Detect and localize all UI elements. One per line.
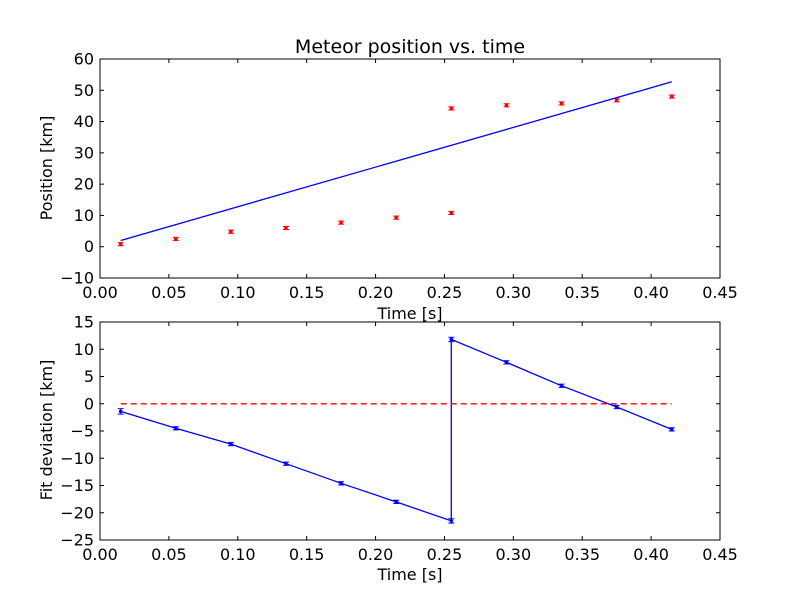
- data-point: [229, 442, 233, 446]
- y-tick-label: −25: [60, 531, 94, 550]
- axes-frame: [99, 58, 721, 279]
- data-point: [504, 103, 509, 108]
- data-point: [394, 500, 399, 504]
- data-point: [614, 98, 619, 103]
- series-points-with-errorbars: [117, 94, 675, 247]
- data-point: [394, 215, 399, 220]
- y-axis-label: Fit deviation [km]: [37, 360, 56, 501]
- series-line-with-errorbars: [117, 336, 675, 524]
- y-tick-label: 15: [74, 313, 94, 332]
- data-point: [449, 211, 454, 215]
- x-tick-label: 0.40: [633, 545, 669, 564]
- data-point: [284, 461, 288, 466]
- x-tick-label: 0.30: [496, 283, 532, 302]
- x-tick-label: 0.35: [564, 283, 600, 302]
- deviation-line: [120, 338, 673, 522]
- data-point: [669, 427, 674, 432]
- y-tick-label: 20: [74, 175, 94, 194]
- fit-line: [120, 81, 672, 242]
- x-tick-label: 0.45: [702, 283, 738, 302]
- data-point: [669, 94, 674, 99]
- y-tick-label: −10: [60, 269, 94, 288]
- y-tick-label: 30: [74, 143, 94, 162]
- x-tick-label: 0.45: [702, 545, 738, 564]
- x-tick-label: 0.30: [496, 545, 532, 564]
- data-point: [559, 101, 564, 106]
- x-tick-label: 0.05: [151, 283, 187, 302]
- position-chart: Meteor position vs. time 0.00 0.05 0.10 0.1…: [37, 36, 738, 323]
- data-point: [504, 360, 509, 365]
- data-point: [118, 409, 123, 414]
- x-tick-label: 0.05: [151, 545, 187, 564]
- y-tick-label: 10: [74, 340, 94, 359]
- data-point: [449, 106, 454, 111]
- x-tick-label: 0.15: [289, 545, 325, 564]
- data-point: [118, 242, 123, 247]
- y-tick-label: 60: [74, 50, 94, 69]
- y-tick-label: −10: [60, 449, 94, 468]
- position-plot-area: 0.00 0.05 0.10 0.15 0.20 0.25 0.30 0.35 0.40 0.45…: [60, 50, 738, 303]
- x-tick-label: 0.20: [358, 283, 394, 302]
- x-tick-label: 0.15: [289, 283, 325, 302]
- x-tick-label: 0.00: [82, 545, 118, 564]
- x-axis-label: Time [s]: [376, 565, 442, 584]
- data-point: [614, 405, 619, 409]
- data-point: [173, 426, 178, 431]
- x-tick-label: 0.35: [564, 545, 600, 564]
- data-point: [559, 383, 564, 388]
- y-axis-label: Position [km]: [37, 116, 56, 221]
- y-tick-label: 0: [84, 237, 94, 256]
- x-tick-label: 0.00: [82, 283, 118, 302]
- y-tick-label: 40: [74, 112, 94, 131]
- x-axis-label: Time [s]: [376, 304, 442, 323]
- x-tick-label: 0.10: [220, 283, 256, 302]
- series-fit-line: [120, 81, 672, 242]
- deviation-plot-area: 0.00 0.05 0.10 0.15 0.20 0.25 0.30 0.35 0.40 0.45…: [60, 313, 738, 565]
- y-tick-label: −5: [70, 422, 94, 441]
- data-point: [229, 229, 233, 234]
- x-tick-label: 0.40: [633, 283, 669, 302]
- deviation-chart: 0.00 0.05 0.10 0.15 0.20 0.25 0.30 0.35 0.40 0.45…: [37, 313, 738, 585]
- x-tick-label: 0.20: [358, 545, 394, 564]
- data-point: [449, 337, 454, 342]
- data-point: [173, 237, 178, 241]
- data-point: [339, 220, 343, 225]
- y-tick-label: −20: [60, 503, 94, 522]
- data-point: [449, 519, 454, 523]
- y-tick-label: 50: [74, 81, 94, 100]
- x-tick-label: 0.25: [427, 283, 463, 302]
- y-tick-label: 5: [84, 367, 94, 386]
- y-tick-label: 10: [74, 206, 94, 225]
- x-tick-label: 0.25: [427, 545, 463, 564]
- data-point: [284, 226, 288, 230]
- data-point: [339, 481, 343, 486]
- chart-title: Meteor position vs. time: [295, 36, 525, 58]
- y-tick-label: 0: [84, 394, 94, 413]
- y-tick-label: −15: [60, 476, 94, 495]
- x-tick-label: 0.10: [220, 545, 256, 564]
